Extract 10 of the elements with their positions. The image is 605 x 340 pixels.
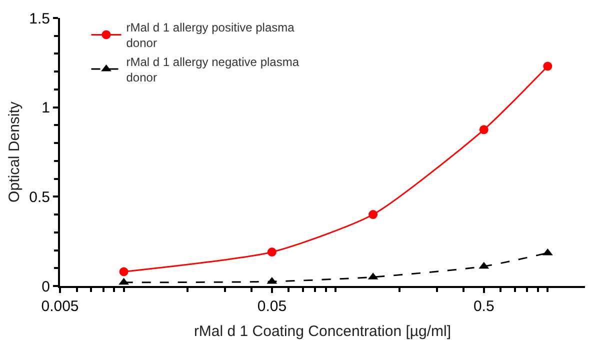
y-axis-title: Optical Density xyxy=(6,101,23,202)
legend-label: rMal d 1 allergy negative plasma donor xyxy=(126,54,300,84)
y-tick-label: 0 xyxy=(42,278,50,296)
x-tick-label: 0.005 xyxy=(41,298,79,315)
y-tick-label: 1.5 xyxy=(29,10,50,28)
x-axis-title: rMal d 1 Coating Concentration [µg/ml] xyxy=(194,323,452,340)
x-tick-label: 0.5 xyxy=(473,298,494,315)
x-tick-label: 0.05 xyxy=(257,298,287,315)
y-tick-label: 0.5 xyxy=(29,188,50,206)
y-tick-label: 1 xyxy=(42,100,50,117)
